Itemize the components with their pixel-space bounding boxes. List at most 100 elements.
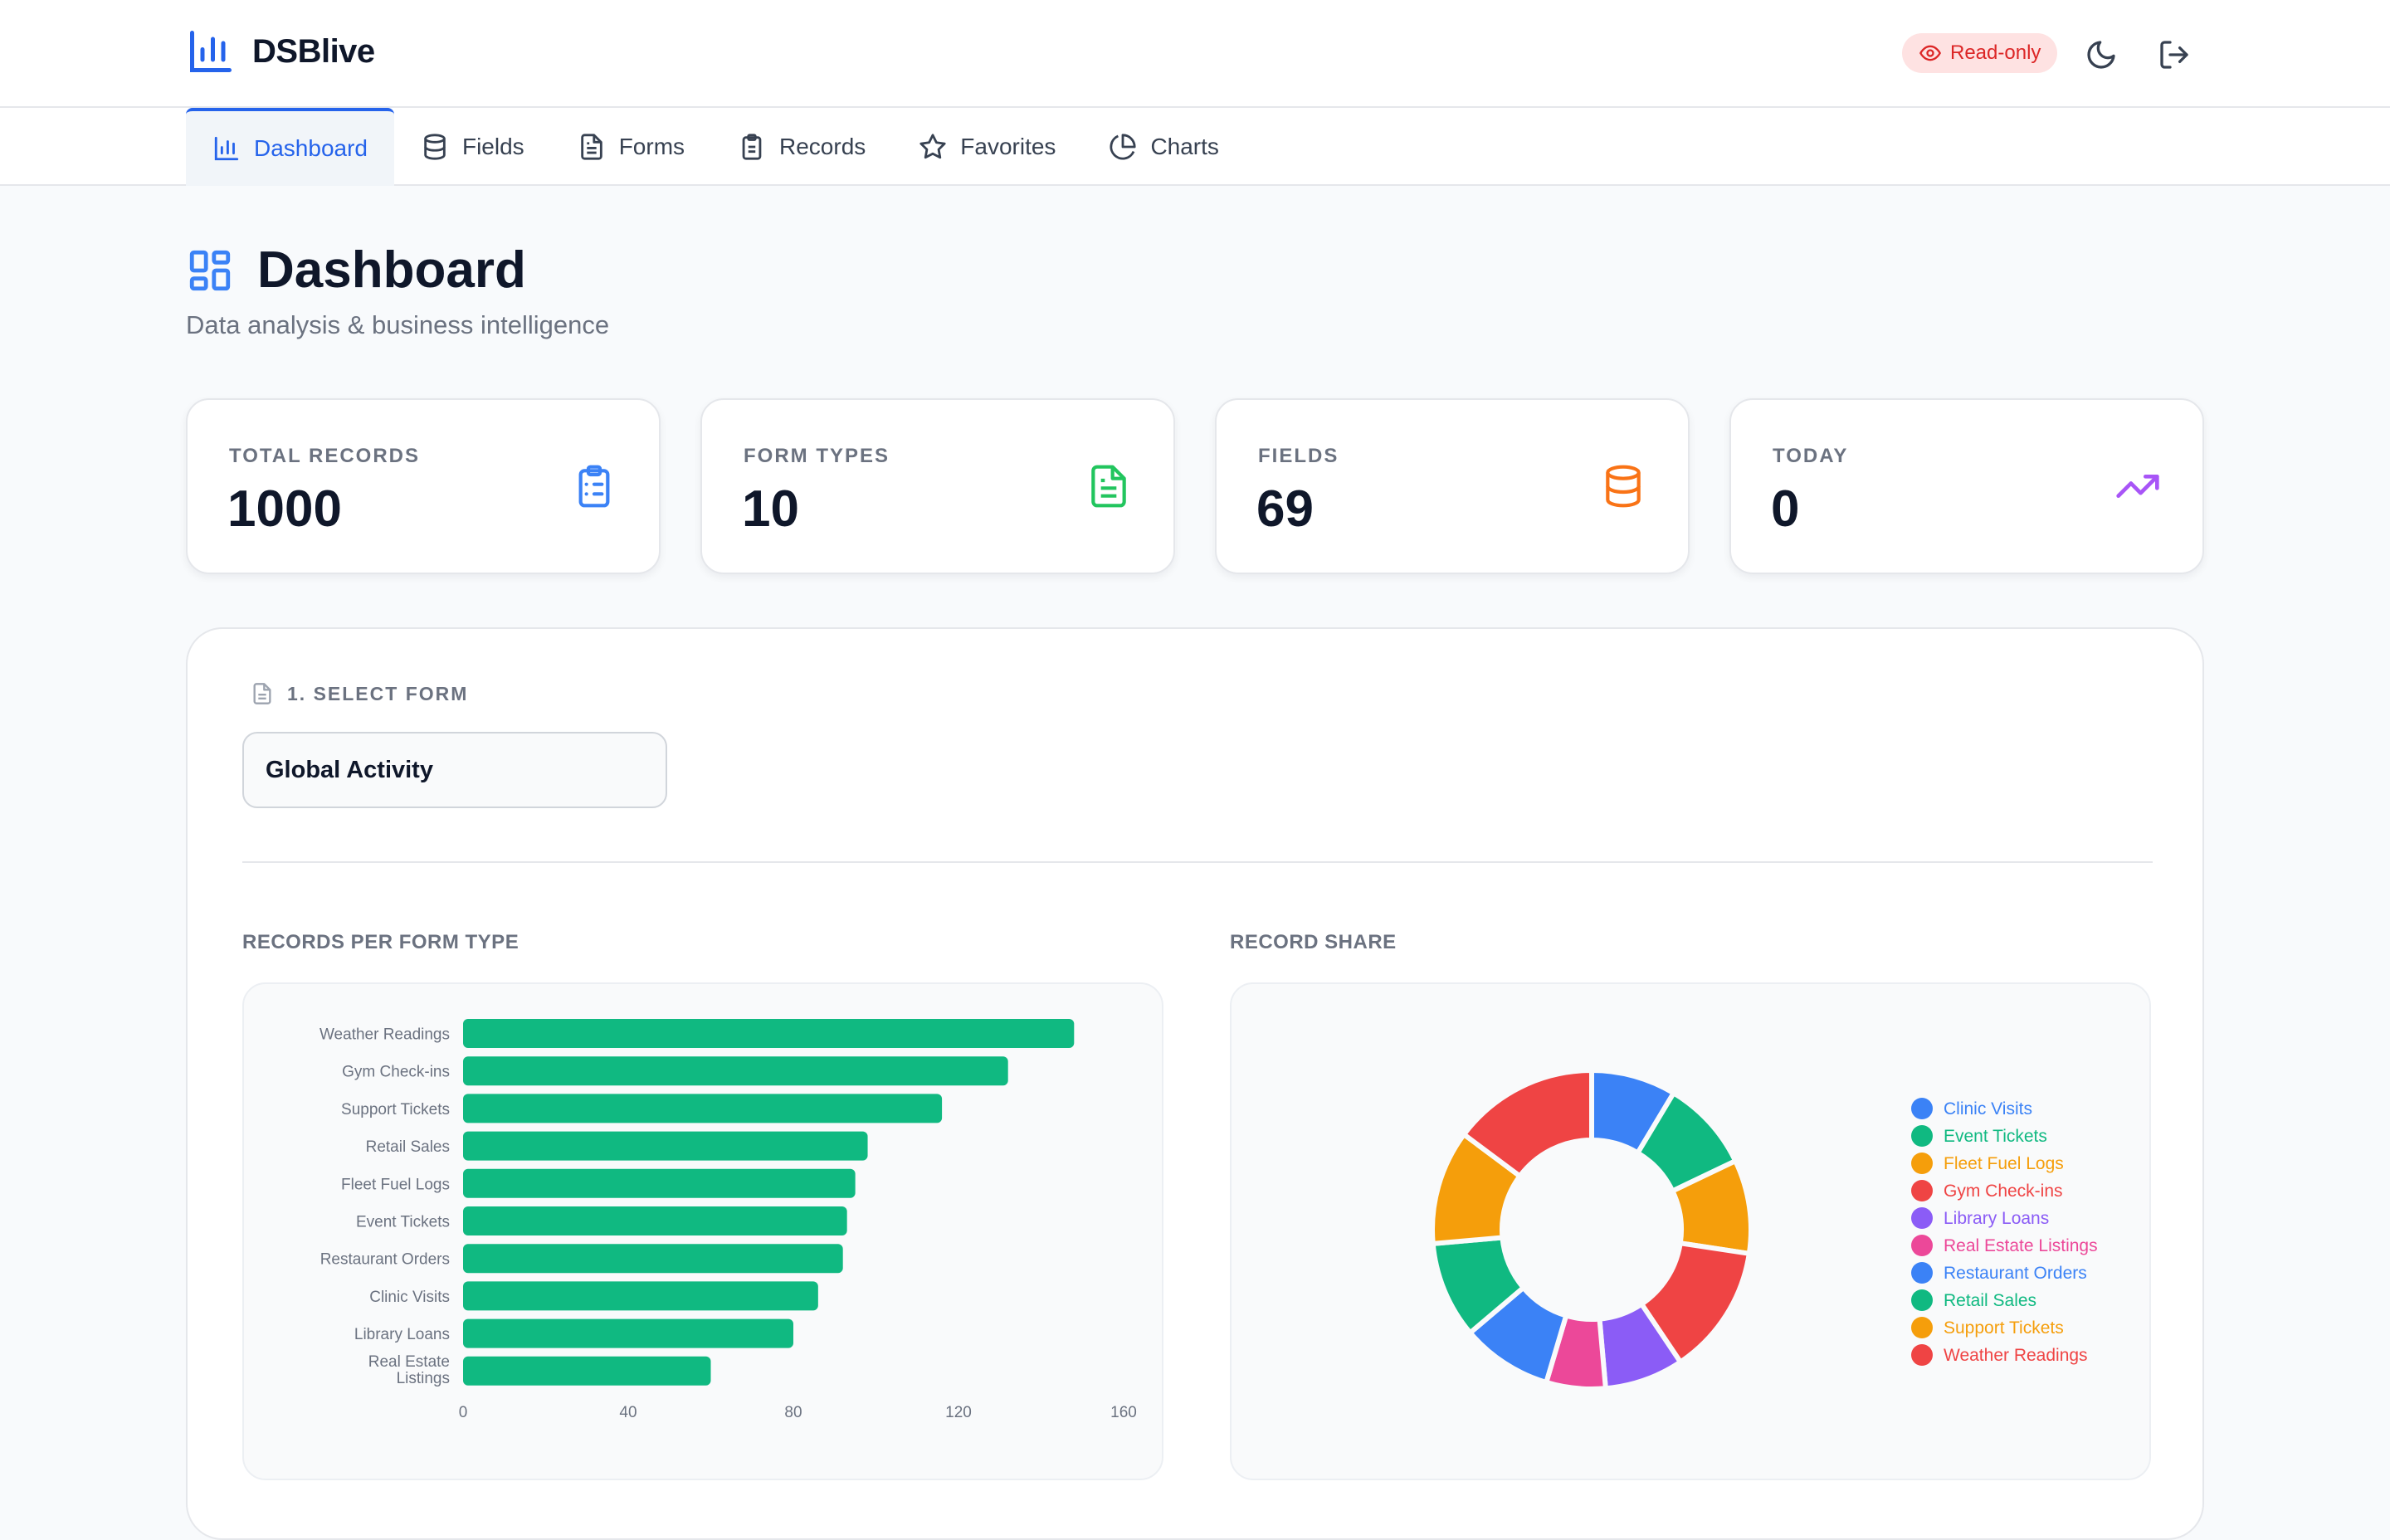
bar-category-label: Weather Readings xyxy=(319,1026,450,1044)
star-icon xyxy=(919,134,946,159)
trending-up-icon xyxy=(2116,475,2159,498)
stat-label: TOTAL RECORDS xyxy=(229,445,421,467)
bar-category-label: Retail Sales xyxy=(366,1138,450,1156)
logout-button[interactable] xyxy=(2153,33,2196,76)
page-subtitle: Data analysis & business intelligence xyxy=(186,310,610,339)
select-form-label: 1. SELECT FORM xyxy=(251,682,468,705)
stat-label: TODAY xyxy=(1773,445,1849,467)
legend-label: Retail Sales xyxy=(1944,1291,2036,1310)
legend-swatch xyxy=(1911,1098,1933,1119)
legend-swatch xyxy=(1911,1125,1933,1147)
stat-value: 10 xyxy=(742,480,799,538)
stat-card-total-records: TOTAL RECORDS 1000 xyxy=(186,398,661,574)
legend-swatch xyxy=(1911,1289,1933,1311)
bar-chart-title: RECORDS PER FORM TYPE xyxy=(242,931,519,953)
tab-favorites[interactable]: Favorites xyxy=(892,108,1082,186)
bar xyxy=(463,1206,847,1235)
donut-chart-svg: Clinic Visits Event Tickets Fleet Fuel Log… xyxy=(1430,1067,2098,1391)
bar-category-label: Library Loans xyxy=(354,1326,450,1343)
legend-swatch xyxy=(1911,1180,1933,1201)
x-tick-label: 80 xyxy=(784,1404,802,1421)
tab-label: Charts xyxy=(1150,134,1219,159)
tab-label: Fields xyxy=(461,134,524,159)
stat-card-fields: FIELDS 69 xyxy=(1215,398,1690,574)
x-tick-label: 0 xyxy=(459,1404,468,1421)
stat-value: 1000 xyxy=(227,480,342,538)
legend-swatch xyxy=(1911,1207,1933,1229)
readonly-label: Read-only xyxy=(1950,41,2041,64)
logout-icon xyxy=(2160,41,2188,69)
tab-forms[interactable]: Forms xyxy=(551,108,711,186)
select-form-label-text: 1. SELECT FORM xyxy=(287,682,469,704)
tab-label: Forms xyxy=(618,134,685,159)
database-icon xyxy=(1606,465,1641,508)
bar-chart-icon xyxy=(214,136,239,161)
tab-label: Records xyxy=(779,134,866,159)
bar-category-label: Real Estate Listings xyxy=(368,1353,450,1387)
tab-records[interactable]: Records xyxy=(711,108,892,186)
eye-icon xyxy=(1919,45,1941,61)
stat-label: FORM TYPES xyxy=(744,445,890,467)
bar-category-label: Event Tickets xyxy=(356,1214,450,1231)
tab-fields[interactable]: Fields xyxy=(394,108,551,186)
bar xyxy=(463,1318,793,1348)
stat-card-today: TODAY 0 xyxy=(1729,398,2204,574)
clipboard-icon xyxy=(742,134,762,160)
bar-category-label: Support Tickets xyxy=(341,1101,450,1118)
brand[interactable]: DSBlive xyxy=(186,27,375,76)
bar xyxy=(463,1019,1075,1048)
database-icon xyxy=(424,134,446,160)
bar-category-label: Clinic Visits xyxy=(369,1289,450,1306)
legend-label: Event Tickets xyxy=(1944,1127,2047,1146)
legend-swatch xyxy=(1911,1153,1933,1174)
stat-label: FIELDS xyxy=(1258,445,1339,467)
stat-value: 0 xyxy=(1771,480,1800,538)
page-title: Dashboard xyxy=(257,241,526,299)
tab-charts[interactable]: Charts xyxy=(1082,108,1245,186)
legend-label: Weather Readings xyxy=(1944,1346,2088,1365)
clipboard-list-icon xyxy=(578,465,610,508)
tab-dashboard[interactable]: Dashboard xyxy=(186,108,394,186)
file-text-icon xyxy=(1091,465,1126,508)
moon-icon xyxy=(2087,41,2115,69)
bar xyxy=(463,1056,1008,1086)
divider xyxy=(242,861,2153,863)
nav-tabs: Dashboard Fields Forms Records Favorites… xyxy=(186,108,1246,186)
bar-category-label: Gym Check-ins xyxy=(342,1064,450,1081)
x-tick-label: 40 xyxy=(619,1404,637,1421)
legend-label: Gym Check-ins xyxy=(1944,1182,2063,1201)
form-select[interactable]: Global Activity xyxy=(242,732,667,808)
bar-category-label: Fleet Fuel Logs xyxy=(341,1176,450,1193)
layout-grid-icon xyxy=(189,250,231,290)
form-select-value: Global Activity xyxy=(266,756,433,783)
bar xyxy=(463,1168,856,1198)
donut-chart-title: RECORD SHARE xyxy=(1230,931,1397,953)
stat-card-form-types: FORM TYPES 10 xyxy=(700,398,1175,574)
bar-chart-icon xyxy=(190,31,232,72)
pie-chart-icon xyxy=(1110,134,1137,160)
x-tick-label: 120 xyxy=(945,1404,972,1421)
stat-value: 69 xyxy=(1256,480,1314,538)
donut-chart: Clinic Visits Event Tickets Fleet Fuel Log… xyxy=(1230,982,2151,1480)
bar xyxy=(463,1244,843,1274)
donut-slice xyxy=(1460,1067,1594,1180)
nav-bar: Dashboard Fields Forms Records Favorites… xyxy=(0,108,2390,186)
app-name: DSBlive xyxy=(252,32,375,70)
page-heading: Dashboard xyxy=(186,241,526,300)
bar xyxy=(463,1131,868,1161)
legend-swatch xyxy=(1911,1317,1933,1338)
legend-swatch xyxy=(1911,1235,1933,1256)
legend-label: Library Loans xyxy=(1944,1209,2049,1228)
bar-category-label: Restaurant Orders xyxy=(320,1251,450,1269)
bar xyxy=(463,1356,711,1386)
legend-label: Clinic Visits xyxy=(1944,1099,2032,1118)
legend-swatch xyxy=(1911,1344,1933,1366)
bar-chart-svg: Weather Readings Gym Check-ins Support Tic… xyxy=(319,1019,1137,1421)
file-text-icon xyxy=(580,134,602,160)
bar xyxy=(463,1281,818,1311)
legend-label: Restaurant Orders xyxy=(1944,1264,2087,1283)
top-header: DSBlive Read-only xyxy=(0,0,2390,108)
tab-label: Favorites xyxy=(960,134,1056,159)
theme-toggle-button[interactable] xyxy=(2080,33,2123,76)
x-tick-label: 160 xyxy=(1110,1404,1137,1421)
